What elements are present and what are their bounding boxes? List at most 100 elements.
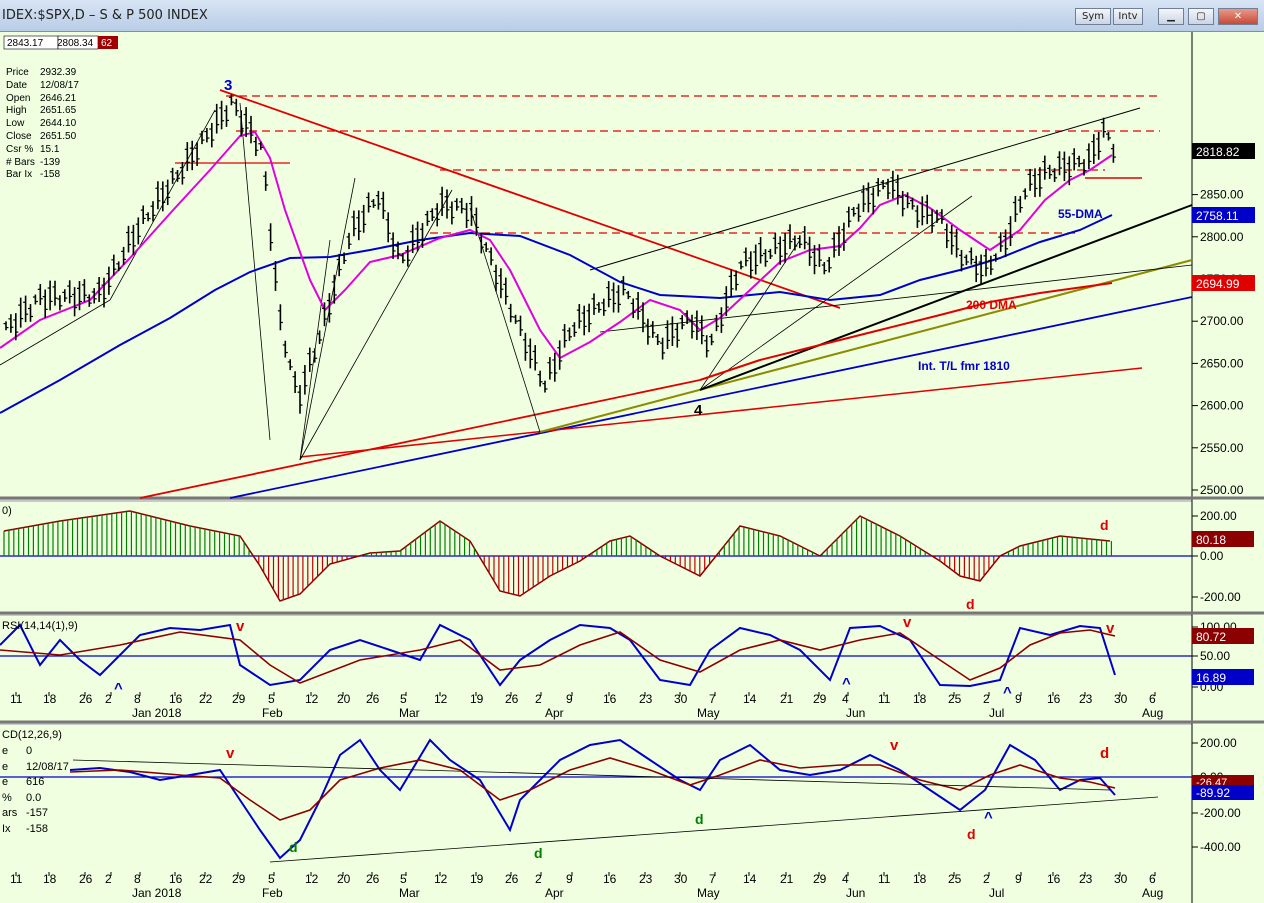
date-label: 14 xyxy=(743,872,757,886)
date-label: 25 xyxy=(948,692,962,706)
date-label: 29 xyxy=(232,872,246,886)
info-value: 2932.39 xyxy=(40,67,77,78)
date-label: 12 xyxy=(305,872,319,886)
date-label: 16 xyxy=(603,692,617,706)
info-value: 15.1 xyxy=(40,143,60,155)
svg-text:16.89: 16.89 xyxy=(1196,671,1226,685)
interval-button[interactable]: Intv xyxy=(1113,8,1143,25)
dma200-line-left xyxy=(139,379,701,499)
date-label: 22 xyxy=(199,872,213,886)
date-label: 23 xyxy=(639,872,653,886)
chart-area: 2900.002850.002800.002750.002700.002650.… xyxy=(0,32,1264,903)
month-label: Aug xyxy=(1142,706,1163,720)
fan-trendline xyxy=(299,189,453,461)
date-label: 25 xyxy=(948,872,962,886)
month-label: May xyxy=(697,886,720,900)
date-label: 5 xyxy=(268,692,275,706)
price-tick-label: 2800.00 xyxy=(1200,230,1244,244)
date-label: 30 xyxy=(674,872,688,886)
olive-trendline xyxy=(539,259,1193,433)
date-label: 18 xyxy=(913,692,927,706)
rsi-line xyxy=(0,623,1116,688)
date-label: 26 xyxy=(366,872,380,886)
info-value: 2644.10 xyxy=(40,118,77,130)
month-label: Mar xyxy=(399,706,420,720)
month-label: Jul xyxy=(989,706,1004,720)
black-uptrend-line xyxy=(699,204,1193,391)
date-label: 16 xyxy=(603,872,617,886)
date-label: 18 xyxy=(43,692,57,706)
macd-tick-label: 200.00 xyxy=(1200,736,1237,750)
date-label: 30 xyxy=(1114,692,1128,706)
hist-tick-label: -200.00 xyxy=(1200,590,1241,604)
macd-info-box: e 0 e 12/08/17 e 616% 0.0 ars -157 Ix -158 xyxy=(2,744,74,838)
quote-value-3: 62 xyxy=(101,38,113,49)
macd-d-label-4: d xyxy=(695,811,704,827)
macd-info-label: e xyxy=(2,745,9,757)
price-tick-label: 2500.00 xyxy=(1200,483,1244,497)
info-row: Open 2646.21 xyxy=(6,93,86,106)
macd-info-label: ars xyxy=(2,807,18,820)
close-button[interactable]: ✕ xyxy=(1218,8,1258,25)
month-label: Apr xyxy=(545,886,564,900)
macd-value-tag-2: -89.92 xyxy=(1192,785,1254,800)
info-label: Low xyxy=(6,118,25,130)
dma-short-line xyxy=(0,130,1113,360)
month-label: Feb xyxy=(262,886,283,900)
info-row: # Bars -139 xyxy=(6,157,86,170)
date-label: 5 xyxy=(400,692,407,706)
macd-info-value: 616 xyxy=(26,776,45,789)
date-label: 9 xyxy=(1015,872,1022,886)
fan-trendline xyxy=(239,102,271,441)
rsi-v-label-2: v xyxy=(903,614,912,631)
macd-info-row: ars -157 xyxy=(2,806,74,822)
macd-panel xyxy=(0,725,1192,871)
macd-v-label-1: v xyxy=(226,745,235,762)
macd-trendline xyxy=(269,796,1159,863)
macd-d-label-5: d xyxy=(967,826,976,842)
month-label: Aug xyxy=(1142,886,1163,900)
title-bar: IDEX:$SPX,D – S & P 500 INDEX Sym Intv ▁… xyxy=(0,0,1264,32)
maximize-button[interactable]: ▢ xyxy=(1188,8,1214,25)
month-label: Jan 2018 xyxy=(132,706,182,720)
fan-trendline xyxy=(0,299,111,366)
info-label: # Bars xyxy=(6,156,35,168)
date-label: 11 xyxy=(878,692,891,706)
fan-trendline xyxy=(699,195,973,391)
window-title: IDEX:$SPX,D – S & P 500 INDEX xyxy=(2,8,208,23)
price-tick-label: 2650.00 xyxy=(1200,356,1244,370)
info-label: Date xyxy=(6,79,28,91)
date-label: 2 xyxy=(983,872,990,886)
quote-value-1: 2843.17 xyxy=(7,38,44,49)
channel-upper-line xyxy=(589,107,1141,271)
trendline-label: Int. T/L fmr 1810 xyxy=(918,359,1010,373)
rsi-v-label-1: v xyxy=(236,618,245,635)
svg-text:-89.92: -89.92 xyxy=(1196,786,1230,800)
date-label: 26 xyxy=(505,872,519,886)
date-label: 29 xyxy=(813,872,827,886)
macd-panel-label: CD(12,26,9) xyxy=(2,729,62,741)
hist-value-tag: 80.18 xyxy=(1192,531,1254,547)
bottom-axis-panel xyxy=(0,871,1192,903)
minimize-button[interactable]: ▁ xyxy=(1158,8,1184,25)
macd-info-row: Ix -158 xyxy=(2,822,74,838)
rsi-tick-label: 50.00 xyxy=(1200,649,1230,663)
date-label: 11 xyxy=(10,692,23,706)
date-label: 2 xyxy=(105,872,112,886)
month-label: Jan 2018 xyxy=(132,886,182,900)
macd-tick-label: -200.00 xyxy=(1200,806,1241,820)
info-label: Bar Ix xyxy=(6,169,33,181)
date-label: 21 xyxy=(780,872,794,886)
date-label: 4 xyxy=(842,692,849,706)
rsi-caret-label-1: ^ xyxy=(114,680,123,697)
date-label: 9 xyxy=(1015,692,1022,706)
macd-d-label-1: d xyxy=(1100,745,1109,762)
price-tick-label: 2600.00 xyxy=(1200,399,1244,413)
date-label: 18 xyxy=(43,872,57,886)
date-label: 12 xyxy=(434,872,448,886)
date-label: 16 xyxy=(169,872,183,886)
quote-bar: 2843.17 2808.34 62 xyxy=(3,35,118,50)
sym-button[interactable]: Sym xyxy=(1075,8,1111,25)
svg-text:2694.99: 2694.99 xyxy=(1196,277,1240,291)
macd-info-value: -158 xyxy=(26,822,49,835)
